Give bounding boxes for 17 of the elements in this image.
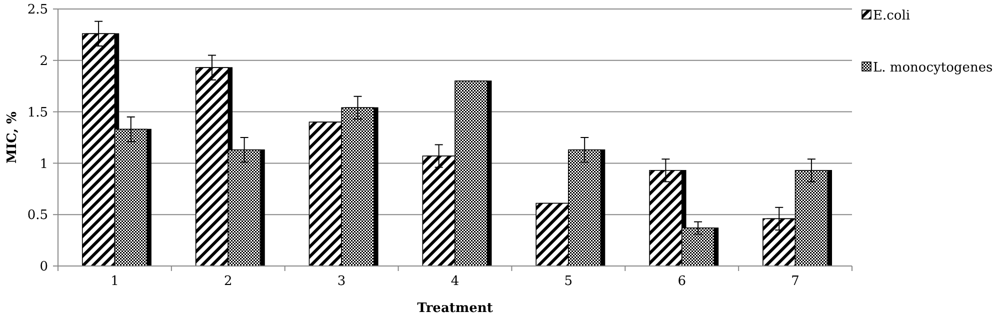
legend-label: L. monocytogenes [873,60,993,76]
x-tick-label: 4 [450,274,460,289]
y-tick-label: 0.5 [27,208,48,224]
x-axis-title: Treatment [417,301,493,316]
y-tick-label: 0 [40,260,48,275]
x-tick-label: 5 [564,274,573,289]
x-tick-label: 2 [224,274,232,289]
x-tick-label: 7 [791,274,800,289]
y-axis-title: MIC, % [5,110,20,164]
y-tick-label: 2.5 [27,2,48,18]
y-tick-label: 1 [40,156,48,172]
legend-label: E.coli [873,8,910,24]
y-tick-label: 1.5 [27,105,48,120]
x-tick-label: 3 [337,274,346,289]
y-tick-label: 2 [40,54,48,69]
x-tick-label: 1 [110,274,119,289]
x-tick-label: 6 [678,274,686,289]
